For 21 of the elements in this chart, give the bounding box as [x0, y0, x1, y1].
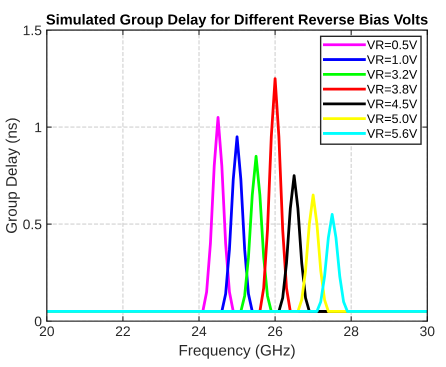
x-tick-label: 20 — [40, 326, 54, 336]
legend-label: VR=5.0V — [366, 114, 418, 124]
x-axis-title: Frequency (GHz) — [180, 344, 295, 359]
x-tick-label: 30 — [420, 326, 434, 336]
y-tick-label: 1 — [35, 122, 42, 132]
line-series — [46, 213, 428, 313]
x-tick-label: 26 — [268, 326, 282, 336]
y-tick-label: 0.5 — [23, 219, 42, 230]
legend-label: VR=5.6V — [366, 129, 418, 138]
x-tick-label: 22 — [116, 326, 130, 336]
legend-label: VR=4.5V — [366, 100, 418, 108]
x-tick-label: 28 — [344, 326, 358, 336]
legend-label: VR=3.8V — [366, 84, 418, 94]
legend-label: VR=1.0V — [366, 55, 418, 64]
x-tick-label: 24 — [192, 326, 206, 336]
legend-label: VR=0.5V — [366, 40, 418, 50]
y-axis-title: Group Delay (ns) — [6, 118, 20, 233]
legend-label: VR=3.2V — [366, 70, 418, 79]
y-tick-label: 1.5 — [24, 26, 42, 36]
y-tick-label: 0 — [34, 316, 42, 326]
chart-title: Simulated Group Delay for Different Reverse Bias Volts — [46, 14, 428, 28]
